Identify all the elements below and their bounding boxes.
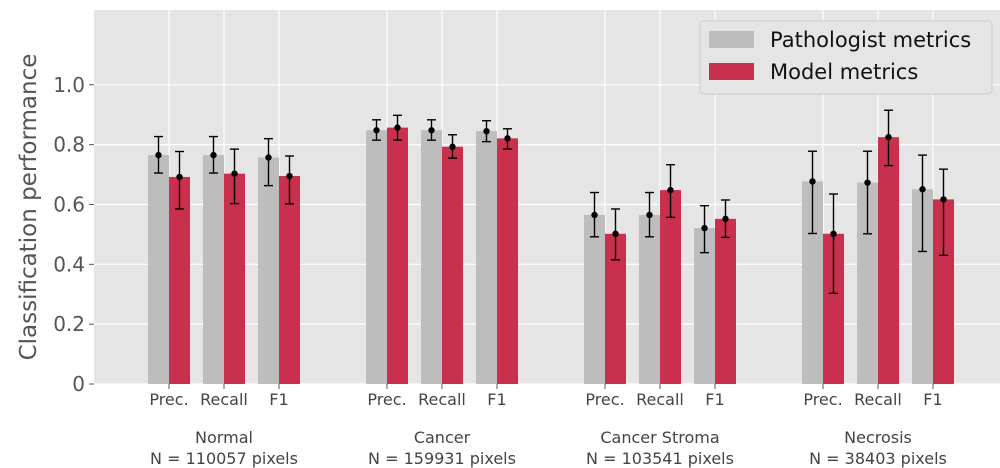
x-tick-label: Recall (636, 390, 684, 409)
group-labels: Normal N = 110057 pixels Cancer N = 159931 … (150, 428, 947, 468)
y-tick-label: 0.2 (53, 312, 85, 336)
data-point (612, 230, 619, 238)
bar-model (605, 233, 626, 384)
bars (148, 127, 954, 384)
x-tick-label: F1 (923, 390, 942, 409)
data-point (176, 173, 183, 181)
bar-pathologist (421, 130, 442, 384)
data-point (722, 215, 729, 223)
data-point (210, 151, 217, 159)
x-axis-ticks: Prec. Recall F1 Prec. Recall F1 Prec. Recall F1 P… (149, 384, 943, 409)
bar-model (442, 146, 463, 384)
legend-swatch (709, 63, 754, 80)
bar-pathologist (584, 214, 605, 384)
bar-pathologist (912, 189, 933, 384)
data-point (809, 178, 816, 185)
bar-model (715, 218, 736, 384)
group-sample-size: N = 103541 pixels (586, 449, 734, 468)
bar-model (823, 233, 844, 384)
bar-pathologist (258, 157, 279, 384)
group-name: Necrosis (844, 428, 912, 447)
data-point (373, 127, 380, 134)
group-name: Cancer (414, 428, 471, 447)
data-point (667, 186, 674, 194)
group-sample-size: N = 110057 pixels (150, 449, 298, 468)
legend-box (699, 20, 993, 95)
bar-model (387, 127, 408, 384)
x-tick-label: Recall (418, 390, 466, 409)
bar-pathologist (476, 131, 497, 384)
data-point (864, 179, 871, 186)
legend: Pathologist metrics Model metrics (699, 20, 993, 95)
bar-pathologist (802, 181, 823, 384)
legend-label: Model metrics (770, 60, 918, 84)
data-point (885, 133, 892, 141)
data-point (940, 196, 947, 203)
bar-model (224, 173, 245, 384)
legend-label: Pathologist metrics (770, 28, 971, 52)
bar-pathologist (639, 214, 660, 384)
x-tick-label: F1 (705, 390, 724, 409)
group-name: Normal (195, 428, 253, 447)
y-tick-label: 0.4 (53, 252, 85, 276)
bar-pathologist (366, 130, 387, 384)
bar-model (933, 199, 954, 384)
data-point (830, 230, 837, 238)
data-point (449, 143, 456, 150)
bar-pathologist (857, 182, 878, 384)
x-tick-label: Prec. (585, 390, 624, 409)
x-tick-label: Recall (200, 390, 248, 409)
y-tick-label: 0.8 (53, 133, 85, 157)
x-tick-label: Prec. (367, 390, 406, 409)
data-point (483, 127, 490, 135)
data-point (394, 124, 401, 131)
bar-model (169, 176, 190, 384)
legend-swatch (709, 31, 754, 48)
data-point (701, 224, 708, 232)
bar-model (497, 138, 518, 384)
y-tick-label: 0 (72, 372, 85, 396)
x-tick-label: Recall (854, 390, 902, 409)
y-axis-ticks: 0 0.2 0.4 0.6 0.8 1.0 (53, 73, 94, 396)
data-point (286, 172, 293, 180)
error-bars (154, 109, 948, 295)
data-point (504, 135, 511, 142)
group-name: Cancer Stroma (600, 428, 719, 447)
bar-pathologist (148, 155, 169, 384)
data-point (591, 211, 598, 219)
bar-pathologist (694, 228, 715, 384)
y-tick-label: 1.0 (53, 73, 85, 97)
group-sample-size: N = 38403 pixels (809, 449, 947, 468)
y-tick-label: 0.6 (53, 192, 85, 216)
x-tick-label: Prec. (803, 390, 842, 409)
data-point (265, 154, 272, 161)
bar-model (279, 176, 300, 384)
bar-pathologist (203, 155, 224, 384)
data-point (155, 151, 162, 159)
data-point (646, 211, 653, 219)
data-point (919, 186, 926, 193)
x-tick-label: Prec. (149, 390, 188, 409)
x-tick-label: F1 (487, 390, 506, 409)
bar-model (660, 190, 681, 384)
group-sample-size: N = 159931 pixels (368, 449, 516, 468)
data-point (428, 127, 435, 134)
data-point (231, 170, 238, 177)
bar-model (878, 137, 899, 384)
x-tick-label: F1 (269, 390, 288, 409)
y-axis-label: Classification performance (16, 54, 42, 361)
